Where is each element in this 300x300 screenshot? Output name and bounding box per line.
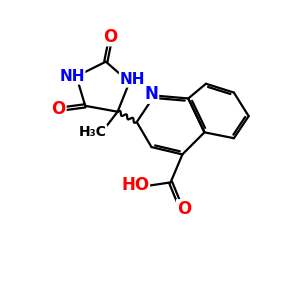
Text: NH: NH bbox=[59, 69, 85, 84]
Text: HO: HO bbox=[121, 176, 149, 194]
Text: O: O bbox=[177, 200, 191, 218]
Text: H₃C: H₃C bbox=[79, 125, 106, 139]
Text: NH: NH bbox=[120, 72, 145, 87]
Text: O: O bbox=[52, 100, 66, 118]
Text: O: O bbox=[103, 28, 117, 46]
Text: N: N bbox=[145, 85, 158, 103]
